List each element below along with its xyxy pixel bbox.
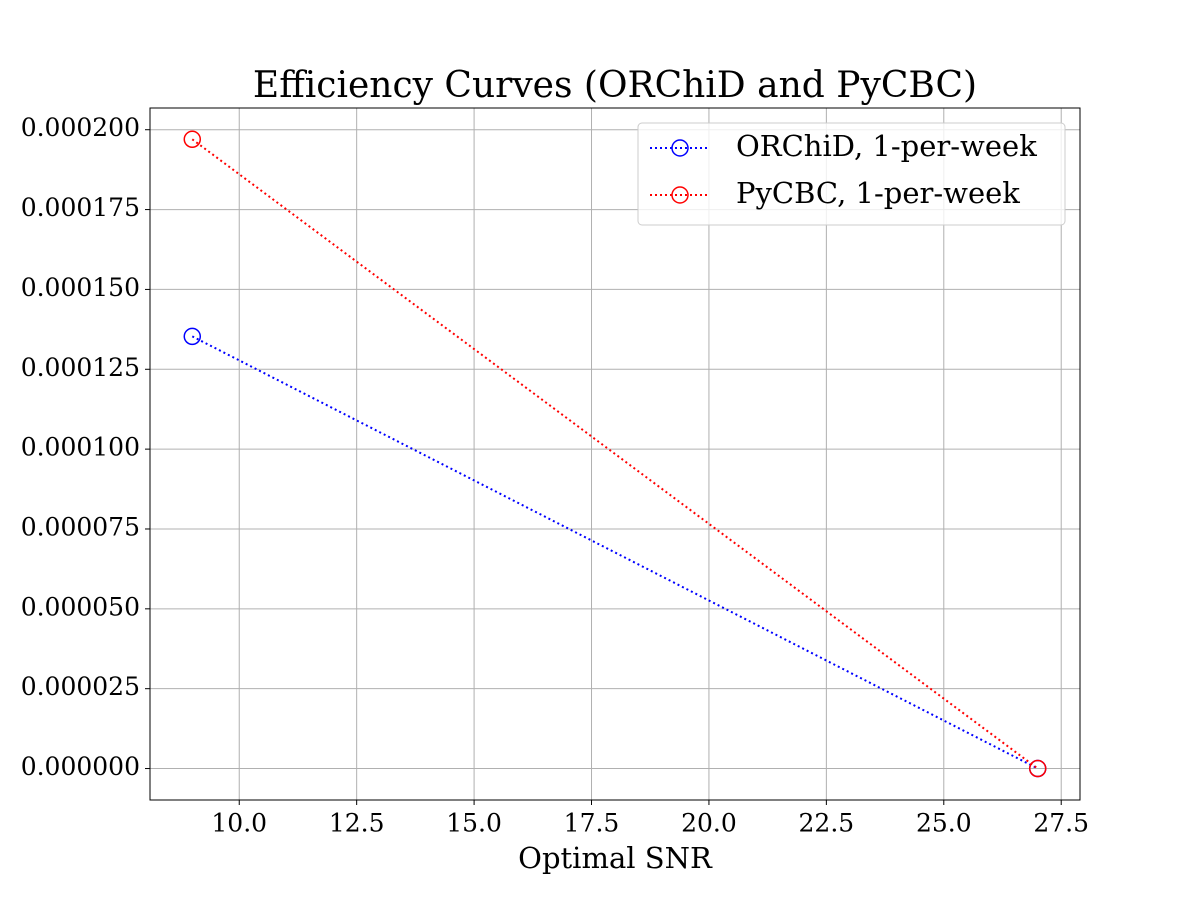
x-tick-label: 17.5	[564, 809, 620, 838]
chart-title: Efficiency Curves (ORChiD and PyCBC)	[253, 65, 977, 106]
legend-label: ORChiD, 1-per-week	[736, 129, 1037, 163]
y-tick-label: 0.000150	[21, 273, 140, 302]
plot-frame	[149, 107, 1081, 801]
x-tick-label: 27.5	[1033, 809, 1089, 838]
x-tick-label: 20.0	[681, 809, 737, 838]
x-tick-label: 22.5	[799, 809, 855, 838]
point	[183, 327, 202, 346]
y-tick-label: 0.000050	[21, 592, 140, 621]
x-tick-label: 25.0	[916, 809, 972, 838]
y-tick-label: 0.000200	[21, 113, 140, 142]
y-tick-label: 0.000175	[21, 193, 140, 222]
series-line	[191, 138, 1039, 770]
point	[183, 130, 202, 149]
x-tick-label: 10.0	[211, 809, 267, 838]
legend-box	[637, 122, 1066, 226]
y-tick-label: 0.000025	[21, 672, 140, 701]
point	[1028, 759, 1047, 778]
x-tick-label: 15.0	[446, 809, 502, 838]
legend-label: PyCBC, 1-per-week	[736, 176, 1020, 210]
y-tick-label: 0.000000	[21, 752, 140, 781]
x-axis-label: Optimal SNR	[518, 841, 713, 875]
series-line	[191, 335, 1039, 770]
x-tick-label: 12.5	[329, 809, 385, 838]
y-tick-label: 0.000125	[21, 353, 140, 382]
legend-marker	[671, 139, 689, 157]
y-tick-label: 0.000100	[21, 433, 140, 462]
y-tick-label: 0.000075	[21, 512, 140, 541]
legend-marker	[671, 186, 689, 204]
